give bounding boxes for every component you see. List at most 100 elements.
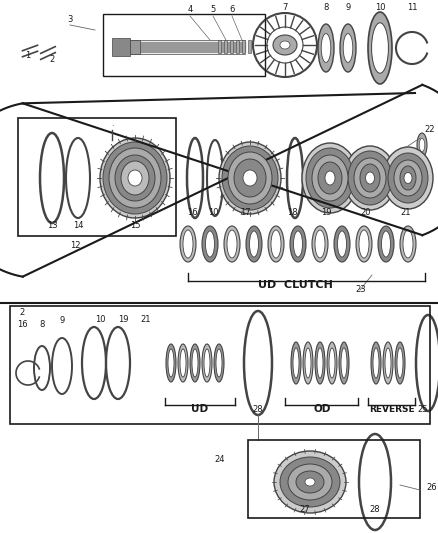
Text: 12: 12 bbox=[70, 241, 80, 250]
Text: 5: 5 bbox=[210, 5, 215, 14]
Bar bbox=[236, 40, 239, 53]
Text: 11: 11 bbox=[407, 3, 417, 12]
Text: REVERSE: REVERSE bbox=[369, 405, 415, 414]
Ellipse shape bbox=[293, 231, 303, 257]
Ellipse shape bbox=[325, 171, 335, 185]
Ellipse shape bbox=[228, 152, 272, 204]
Ellipse shape bbox=[192, 349, 198, 377]
Ellipse shape bbox=[246, 226, 262, 262]
Text: 8: 8 bbox=[39, 320, 45, 329]
Ellipse shape bbox=[318, 24, 334, 72]
Text: 27: 27 bbox=[300, 505, 310, 514]
Ellipse shape bbox=[166, 344, 176, 382]
Ellipse shape bbox=[205, 231, 215, 257]
Ellipse shape bbox=[291, 342, 301, 384]
Ellipse shape bbox=[227, 230, 237, 258]
Ellipse shape bbox=[344, 146, 396, 210]
Ellipse shape bbox=[417, 133, 427, 157]
Text: 22: 22 bbox=[425, 125, 435, 134]
Text: 2: 2 bbox=[49, 55, 55, 64]
Ellipse shape bbox=[373, 348, 379, 378]
Bar bbox=[248, 440, 420, 518]
Bar bbox=[10, 306, 430, 424]
Ellipse shape bbox=[273, 35, 297, 55]
Bar bbox=[224, 40, 227, 53]
Ellipse shape bbox=[224, 226, 240, 262]
Ellipse shape bbox=[419, 139, 425, 151]
Ellipse shape bbox=[180, 349, 186, 377]
Ellipse shape bbox=[385, 348, 391, 378]
Ellipse shape bbox=[360, 164, 380, 192]
Ellipse shape bbox=[271, 230, 281, 258]
Ellipse shape bbox=[202, 226, 218, 262]
Text: 17: 17 bbox=[240, 208, 250, 217]
Ellipse shape bbox=[359, 230, 369, 258]
Ellipse shape bbox=[274, 451, 346, 513]
Ellipse shape bbox=[109, 148, 161, 208]
Ellipse shape bbox=[378, 226, 394, 262]
Ellipse shape bbox=[222, 146, 278, 210]
Ellipse shape bbox=[190, 344, 200, 382]
Text: 21: 21 bbox=[141, 315, 151, 324]
Ellipse shape bbox=[243, 170, 257, 186]
Text: 28: 28 bbox=[370, 505, 380, 514]
Ellipse shape bbox=[343, 34, 353, 62]
Ellipse shape bbox=[365, 172, 374, 184]
Ellipse shape bbox=[178, 344, 188, 382]
Bar bbox=[18, 118, 176, 236]
Ellipse shape bbox=[327, 342, 337, 384]
Ellipse shape bbox=[338, 231, 346, 257]
Ellipse shape bbox=[121, 161, 149, 195]
Text: 3: 3 bbox=[67, 15, 73, 24]
Ellipse shape bbox=[388, 153, 428, 203]
Text: 19: 19 bbox=[118, 315, 128, 324]
Text: 18: 18 bbox=[287, 208, 297, 217]
Ellipse shape bbox=[288, 464, 332, 500]
Ellipse shape bbox=[280, 41, 290, 49]
Bar bbox=[242, 40, 245, 53]
Text: 28: 28 bbox=[253, 405, 263, 414]
Text: UD: UD bbox=[191, 404, 208, 414]
Ellipse shape bbox=[293, 348, 299, 378]
Text: 13: 13 bbox=[47, 221, 57, 230]
Ellipse shape bbox=[214, 344, 224, 382]
Ellipse shape bbox=[400, 166, 416, 190]
Ellipse shape bbox=[340, 24, 356, 72]
Ellipse shape bbox=[339, 342, 349, 384]
Text: 7: 7 bbox=[283, 3, 288, 12]
Ellipse shape bbox=[381, 231, 391, 257]
Ellipse shape bbox=[302, 143, 358, 213]
Ellipse shape bbox=[400, 226, 416, 262]
Ellipse shape bbox=[168, 349, 174, 377]
Text: 14: 14 bbox=[73, 221, 83, 230]
Ellipse shape bbox=[315, 342, 325, 384]
Ellipse shape bbox=[290, 226, 306, 262]
Ellipse shape bbox=[280, 457, 340, 507]
Ellipse shape bbox=[312, 226, 328, 262]
Text: 8: 8 bbox=[323, 3, 328, 12]
Text: 4: 4 bbox=[187, 5, 193, 14]
Text: 6: 6 bbox=[230, 5, 235, 14]
Ellipse shape bbox=[329, 348, 335, 378]
Ellipse shape bbox=[303, 342, 313, 384]
Ellipse shape bbox=[234, 159, 266, 197]
Ellipse shape bbox=[395, 342, 405, 384]
Ellipse shape bbox=[321, 34, 331, 62]
Ellipse shape bbox=[334, 226, 350, 262]
Text: 26: 26 bbox=[427, 483, 437, 492]
Ellipse shape bbox=[383, 342, 393, 384]
Ellipse shape bbox=[250, 231, 258, 257]
Text: 24: 24 bbox=[215, 455, 225, 464]
Ellipse shape bbox=[383, 147, 433, 209]
Ellipse shape bbox=[317, 348, 323, 378]
Ellipse shape bbox=[183, 230, 193, 258]
Ellipse shape bbox=[394, 160, 422, 196]
Text: 23: 23 bbox=[355, 285, 366, 294]
Text: 9: 9 bbox=[60, 316, 65, 325]
Text: 25: 25 bbox=[417, 405, 428, 414]
Text: 15: 15 bbox=[130, 221, 140, 230]
Ellipse shape bbox=[356, 226, 372, 262]
Text: 10: 10 bbox=[375, 3, 385, 12]
Ellipse shape bbox=[305, 478, 315, 486]
Text: 20: 20 bbox=[361, 208, 371, 217]
